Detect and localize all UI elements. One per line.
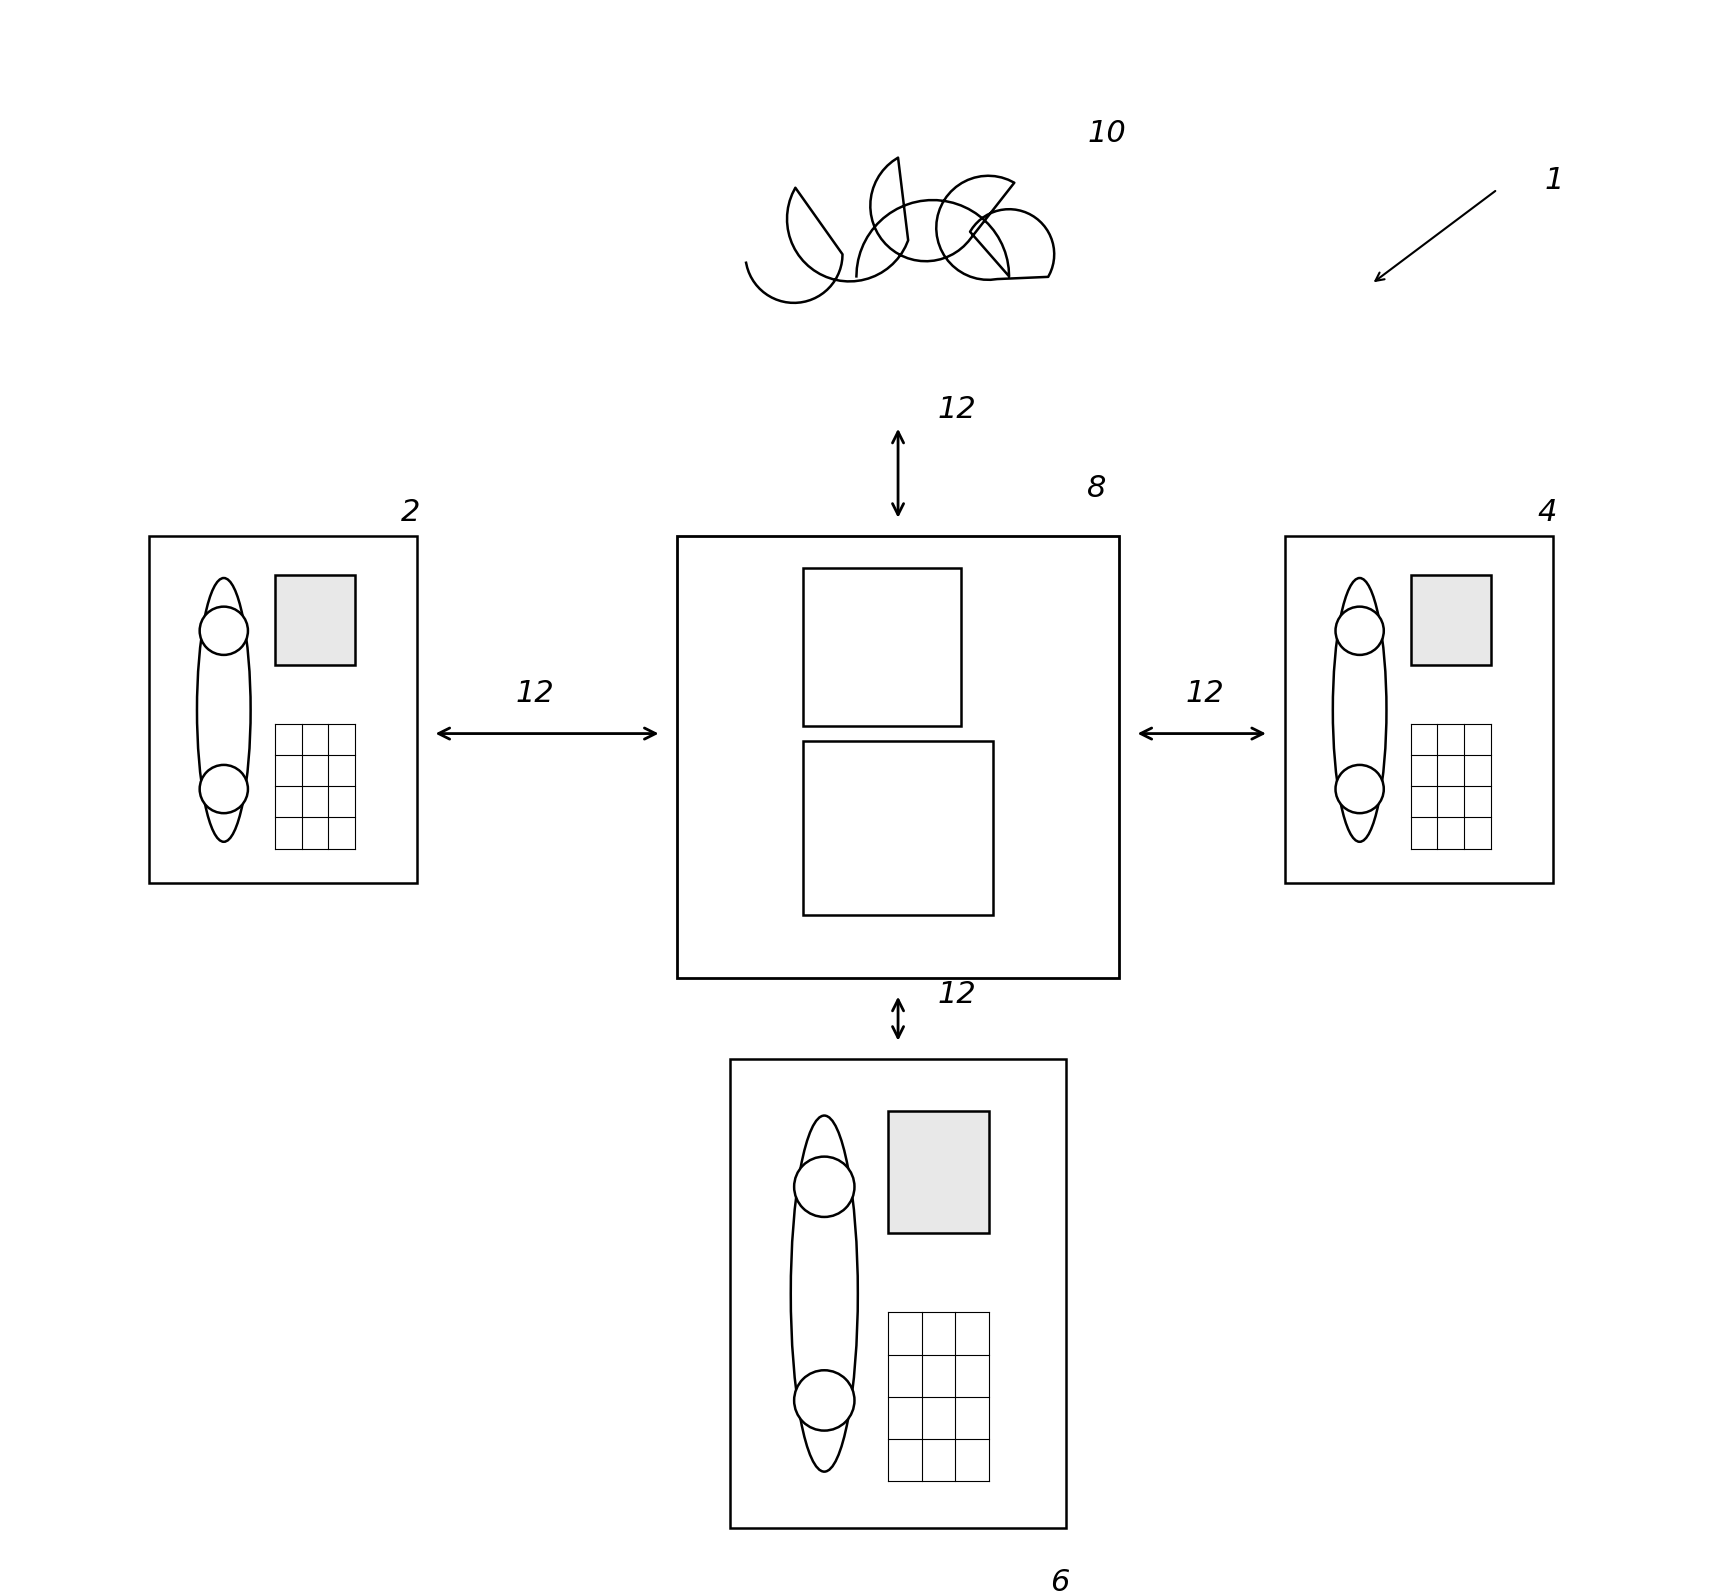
Bar [804, 741, 992, 915]
Circle shape [1335, 765, 1382, 813]
Text: 12: 12 [937, 980, 975, 1009]
Bar [887, 1111, 987, 1232]
Text: 12: 12 [1185, 679, 1225, 708]
Circle shape [199, 765, 248, 813]
Circle shape [793, 1157, 854, 1216]
Bar [807, 1250, 840, 1337]
Text: 12: 12 [937, 395, 975, 424]
Text: 4: 4 [1536, 497, 1555, 526]
Circle shape [741, 210, 845, 316]
Bar [1283, 536, 1552, 883]
Circle shape [856, 164, 1008, 317]
Ellipse shape [197, 579, 251, 842]
Text: 12: 12 [514, 679, 554, 708]
Circle shape [786, 164, 939, 317]
Bar [677, 536, 1119, 979]
Circle shape [897, 185, 1022, 311]
Text: 1: 1 [1543, 166, 1564, 196]
Text: 10: 10 [1086, 120, 1126, 148]
Bar [804, 567, 961, 725]
Ellipse shape [1332, 579, 1386, 842]
Text: 2: 2 [400, 497, 421, 526]
Circle shape [949, 210, 1053, 316]
Circle shape [793, 1371, 854, 1430]
Bar [149, 536, 417, 883]
Circle shape [1335, 607, 1382, 655]
Text: 6: 6 [1050, 1568, 1069, 1594]
Bar [1346, 677, 1372, 743]
Text: 8: 8 [1086, 473, 1107, 504]
Ellipse shape [790, 1116, 857, 1471]
Circle shape [828, 150, 966, 289]
Text: 16: 16 [708, 623, 746, 654]
Bar [275, 574, 355, 665]
Text: 14: 14 [1008, 840, 1046, 869]
Circle shape [199, 607, 248, 655]
Bar [210, 677, 237, 743]
Bar [1410, 574, 1490, 665]
Bar [729, 1060, 1065, 1529]
Circle shape [772, 185, 897, 311]
Polygon shape [746, 158, 1053, 303]
